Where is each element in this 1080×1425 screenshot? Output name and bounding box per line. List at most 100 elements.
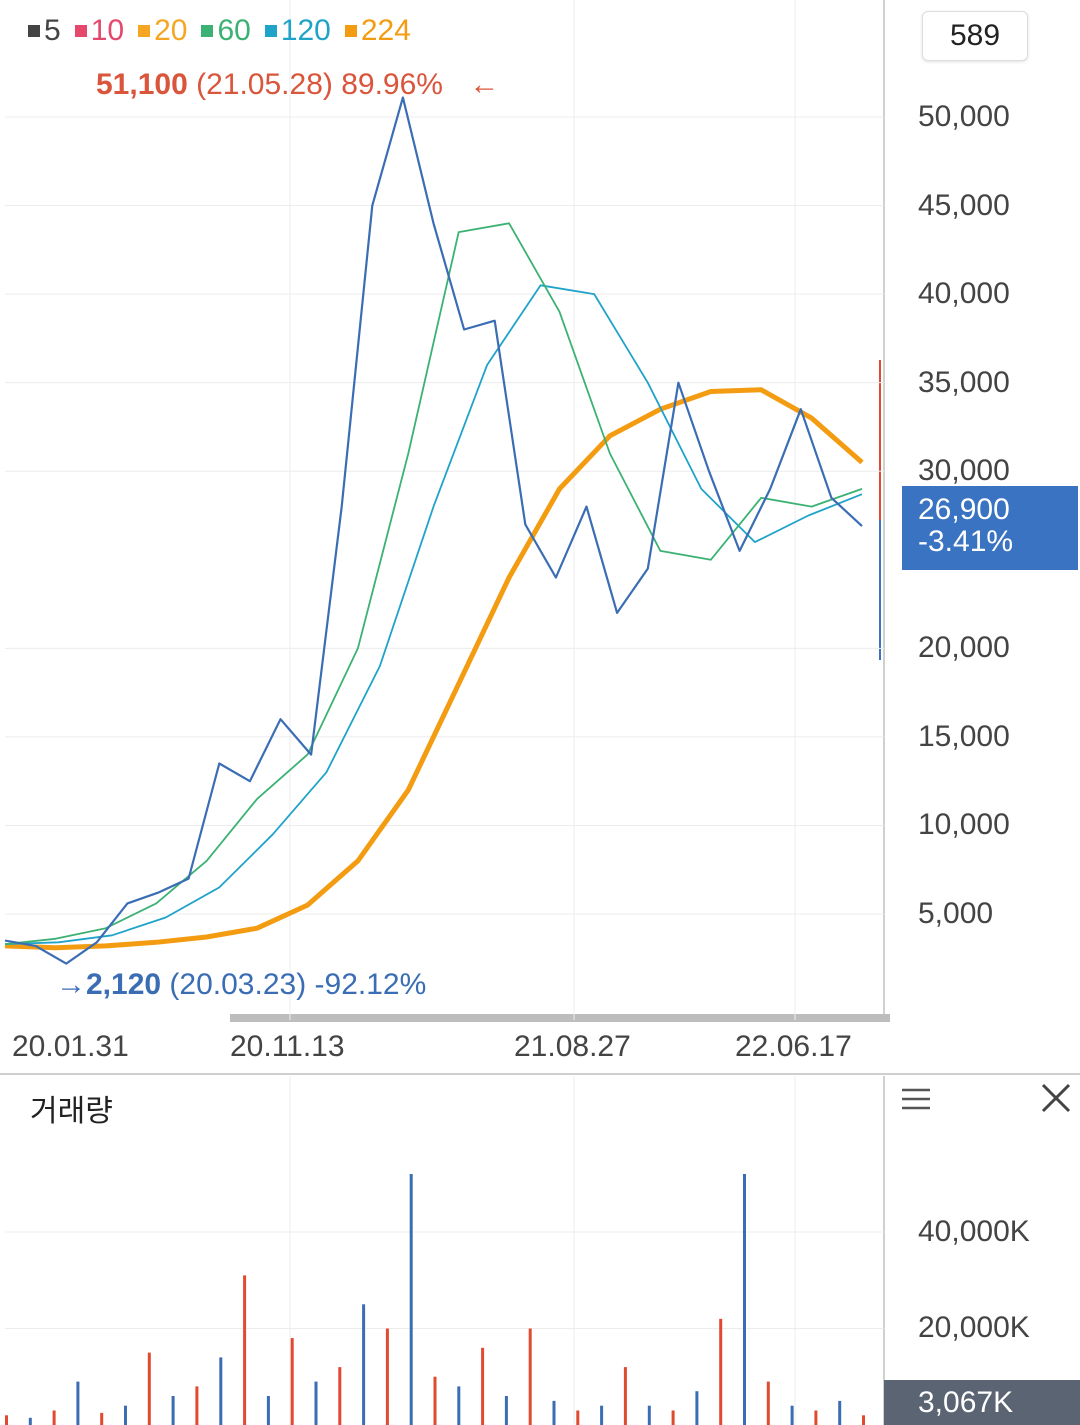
y-tick-label: 35,000 (918, 365, 1010, 399)
volume-bar (195, 1386, 199, 1425)
volume-bar (719, 1318, 723, 1425)
volume-bar (76, 1381, 80, 1425)
legend-swatch (264, 25, 277, 37)
right-arrow-icon: → (56, 968, 86, 1001)
volume-bar (5, 1415, 8, 1425)
volume-bar (362, 1304, 366, 1425)
volume-bar (147, 1352, 151, 1425)
ma-line-120 (4, 284, 863, 945)
x-tick-label: 22.06.17 (735, 1030, 852, 1063)
volume-tick-label: 20,000K (918, 1311, 1030, 1345)
moving-average-lines (4, 222, 864, 951)
volume-bar (290, 1338, 294, 1425)
volume-bar (862, 1415, 865, 1425)
volume-bar (433, 1376, 437, 1425)
close-icon[interactable] (1038, 1080, 1074, 1116)
price-line (4, 96, 863, 965)
min-price-annotation: →2,120 (20.03.23) -92.12% (56, 968, 426, 1002)
volume-bar (528, 1328, 532, 1425)
legend-label: 20 (154, 14, 188, 47)
volume-bar (481, 1347, 485, 1425)
volume-tick-label: 40,000K (918, 1214, 1030, 1248)
volume-bar (504, 1396, 508, 1425)
min-price-date: (20.03.23) (169, 968, 307, 1001)
volume-bar (243, 1275, 247, 1425)
max-price-date: (21.05.28) (196, 68, 333, 101)
legend-item-5[interactable]: 5 (28, 14, 61, 48)
x-tick-label: 20.11.13 (230, 1030, 345, 1063)
legend-label: 60 (217, 14, 251, 47)
volume-bar (766, 1381, 770, 1425)
legend-item-120[interactable]: 120 (264, 14, 331, 48)
volume-bar (385, 1328, 389, 1425)
menu-icon[interactable] (900, 1084, 932, 1114)
y-tick-label: 20,000 (918, 631, 1010, 665)
legend-item-20[interactable]: 20 (138, 14, 187, 48)
legend-swatch (201, 25, 214, 37)
y-tick-label: 5,000 (918, 897, 994, 930)
legend-item-10[interactable]: 10 (74, 14, 125, 48)
x-tick-label: 21.08.27 (514, 1030, 631, 1063)
legend-label: 120 (280, 14, 331, 47)
ma-line-60 (4, 222, 863, 945)
current-change: -3.41% (918, 525, 1014, 558)
volume-bar (695, 1391, 699, 1425)
volume-grid-lines (5, 1231, 884, 1329)
candle-count-box[interactable]: 589 (922, 11, 1028, 61)
volume-bar (552, 1400, 556, 1425)
volume-bar (838, 1400, 842, 1425)
min-price-value: 2,120 (86, 968, 162, 1001)
vertical-grid-lines (289, 0, 796, 1425)
legend-swatch (74, 25, 87, 37)
current-volume: 3,067K (918, 1385, 1014, 1419)
x-tick-label: 20.01.31 (12, 1030, 129, 1063)
time-scrollbar[interactable] (230, 1014, 890, 1022)
volume-bars (5, 1174, 865, 1425)
y-tick-label: 50,000 (918, 100, 1010, 133)
grid-lines (5, 116, 884, 915)
current-price-box: 26,900 -3.41% (902, 486, 1078, 570)
legend-swatch (344, 25, 357, 37)
y-tick-label: 10,000 (918, 808, 1010, 842)
max-price-annotation: 51,100 (21.05.28) 89.96% ← (96, 68, 499, 102)
volume-bar (623, 1367, 627, 1425)
legend-item-224[interactable]: 224 (344, 14, 411, 48)
max-price-pct: 89.96% (341, 68, 443, 101)
legend-label: 5 (44, 14, 61, 47)
volume-bar (671, 1410, 675, 1425)
volume-bar (790, 1405, 794, 1425)
volume-bar (52, 1410, 56, 1425)
volume-bar (314, 1381, 318, 1425)
volume-bar (338, 1367, 342, 1425)
legend-swatch (138, 25, 151, 37)
volume-bar (266, 1396, 270, 1425)
max-price-value: 51,100 (96, 68, 188, 101)
legend-swatch (28, 25, 40, 37)
ma-line-224 (4, 387, 864, 951)
volume-bar (124, 1405, 127, 1425)
y-tick-label: 40,000 (918, 277, 1010, 311)
legend-label: 10 (90, 14, 125, 47)
current-volume-box: 3,067K (884, 1380, 1080, 1425)
y-tick-label: 15,000 (918, 719, 1010, 753)
volume-bar (647, 1405, 651, 1425)
legend-label: 224 (360, 14, 411, 47)
price-series-line (4, 96, 863, 965)
volume-bar (600, 1405, 604, 1425)
min-price-pct: -92.12% (314, 968, 427, 1001)
legend-item-60[interactable]: 60 (201, 14, 251, 48)
volume-title: 거래량 (30, 1095, 113, 1128)
y-tick-label: 30,000 (918, 454, 1010, 488)
volume-bar (409, 1174, 413, 1425)
volume-bar (171, 1396, 175, 1425)
left-arrow-icon: ← (469, 68, 500, 101)
y-tick-label: 45,000 (918, 188, 1010, 222)
volume-bar (814, 1410, 818, 1425)
legend: 5 10 20 60 120 224 (28, 14, 411, 48)
volume-bar (28, 1417, 32, 1425)
volume-bar (743, 1174, 746, 1425)
volume-bar (100, 1412, 104, 1425)
volume-bar (219, 1357, 223, 1425)
